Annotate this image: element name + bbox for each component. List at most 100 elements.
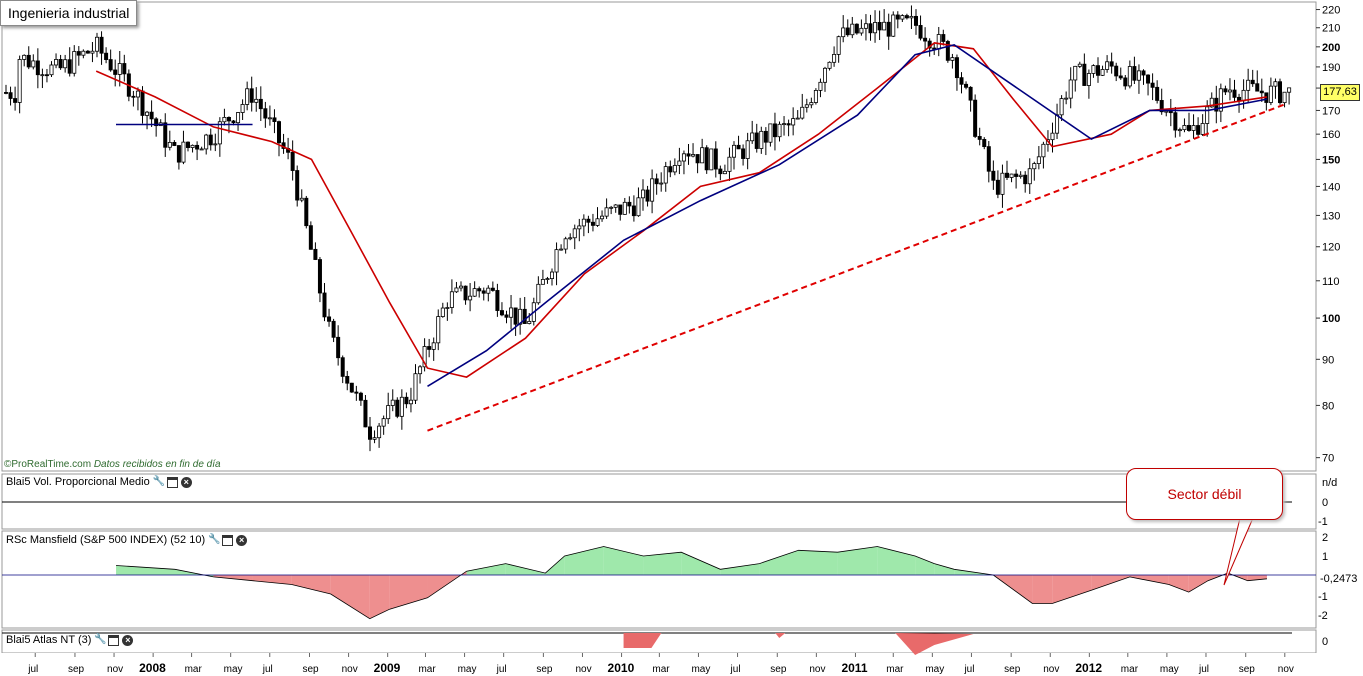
candle-body: [354, 391, 359, 394]
candle-body: [991, 170, 996, 181]
candle-body: [813, 90, 818, 103]
rsc-area-segment: [291, 575, 331, 594]
candle-body: [358, 392, 363, 401]
candle-body: [145, 111, 150, 116]
y-tick-label: 200: [1322, 42, 1340, 54]
candle-body: [167, 142, 172, 148]
rsc-area-segment: [1188, 575, 1208, 593]
candle-body: [349, 382, 354, 393]
candle-body: [1191, 125, 1196, 131]
candle-body: [486, 287, 491, 294]
candle-body: [236, 112, 241, 124]
candle-body: [650, 178, 655, 202]
candle-body: [1209, 97, 1214, 108]
candle-body: [668, 166, 673, 173]
candle-body: [408, 399, 413, 405]
rsc-area-segment: [681, 552, 721, 575]
wrench-icon[interactable]: [94, 634, 106, 646]
candle-body: [782, 123, 787, 126]
candle-body: [140, 90, 145, 116]
candle-body: [372, 437, 377, 440]
candle-body: [900, 15, 905, 20]
candle-body: [700, 147, 705, 164]
candle-body: [76, 51, 81, 56]
candle-body: [1187, 125, 1192, 131]
rsc-area-segment: [759, 550, 799, 575]
candle-body: [1136, 70, 1141, 81]
x-tick-label: nov: [342, 664, 358, 675]
candle-body: [568, 237, 573, 240]
candle-body: [163, 122, 168, 148]
candle-body: [1023, 174, 1028, 185]
x-tick-label: 2012: [1075, 661, 1102, 675]
candle-body: [431, 342, 436, 350]
candle-body: [768, 123, 773, 143]
candle-body: [904, 15, 909, 19]
candle-body: [8, 92, 13, 99]
rsc-area-segment: [116, 565, 175, 575]
candle-body: [613, 204, 618, 208]
candle-body: [135, 90, 140, 98]
rsc-area-segment: [466, 563, 506, 575]
credit-brand[interactable]: ProRealTime.com: [11, 459, 92, 470]
candle-body: [691, 154, 696, 157]
candle-body: [1227, 89, 1232, 93]
candle-body: [204, 134, 209, 150]
candle-body: [226, 117, 231, 122]
candle-body: [1164, 110, 1169, 113]
candle-body: [95, 36, 100, 52]
candle-body: [777, 123, 782, 138]
close-icon[interactable]: ×: [236, 534, 248, 546]
y-tick-label: 160: [1322, 129, 1340, 141]
rsc-area-segment: [369, 575, 390, 619]
candle-body: [149, 111, 154, 120]
candle-body: [254, 98, 259, 103]
rsc-area-segment: [1032, 575, 1053, 604]
x-tick-label: mar: [185, 664, 203, 675]
window-icon[interactable]: [222, 534, 234, 546]
candle-body: [468, 295, 473, 301]
rsc-last-value: -0,2473: [1320, 573, 1357, 585]
candle-body: [1077, 63, 1082, 67]
candle-body: [945, 41, 950, 61]
candle-body: [854, 23, 859, 34]
x-tick-label: nov: [809, 664, 825, 675]
candle-body: [1146, 74, 1151, 84]
candle-body: [609, 206, 614, 209]
candle-body: [454, 287, 459, 293]
candle-body: [81, 50, 86, 56]
close-icon[interactable]: ×: [122, 634, 134, 646]
candle-body: [1287, 87, 1292, 93]
candle-body: [659, 182, 664, 185]
wrench-icon[interactable]: [208, 534, 220, 546]
x-tick-label: sep: [68, 664, 85, 675]
candle-body: [440, 307, 445, 317]
candle-body: [463, 285, 468, 301]
candle-body: [923, 37, 928, 42]
candle-body: [231, 120, 236, 124]
close-icon[interactable]: ×: [180, 476, 192, 488]
candle-body: [185, 141, 190, 148]
candle-body: [413, 373, 418, 401]
candle-body: [245, 88, 250, 105]
x-axis-band: [0, 653, 1363, 676]
rsc-area-segment: [720, 563, 760, 575]
x-tick-label: may: [1160, 664, 1179, 675]
candle-body: [1132, 66, 1137, 81]
candle-body: [427, 346, 432, 350]
candle-body: [1168, 110, 1173, 114]
rsc-area-segment: [837, 546, 878, 575]
window-icon[interactable]: [108, 634, 120, 646]
candle-body: [367, 426, 372, 440]
candle-body: [600, 215, 605, 220]
candle-body: [886, 21, 891, 37]
candle-body: [1100, 69, 1105, 76]
candle-body: [26, 54, 31, 68]
candle-body: [1241, 89, 1246, 102]
window-icon[interactable]: [166, 476, 178, 488]
candle-body: [17, 59, 22, 103]
candle-body: [1036, 156, 1041, 164]
wrench-icon[interactable]: [153, 476, 165, 488]
candle-body: [763, 130, 768, 143]
candle-body: [331, 320, 336, 338]
